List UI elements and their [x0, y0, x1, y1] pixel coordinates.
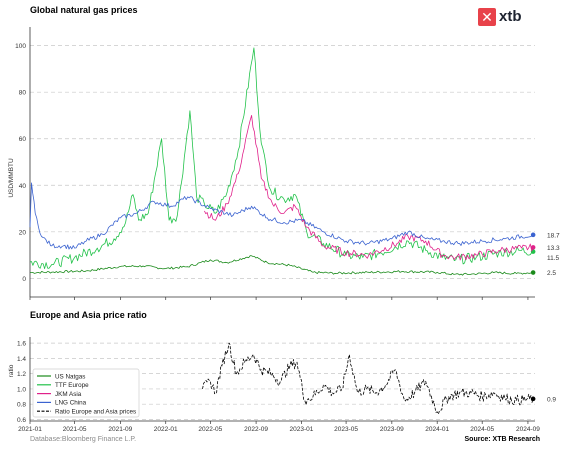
y-tick-label: 1.6 [17, 341, 26, 348]
series-line-lng-china [29, 182, 534, 250]
x-tick-label: 2021-01 [18, 426, 42, 433]
x-tick-label: 2021-09 [108, 426, 132, 433]
y-tick-label: 20 [19, 229, 27, 236]
source-database: Database:Bloomberg Finance L.P. [30, 436, 137, 443]
series-end-marker [530, 232, 536, 238]
logo-mark-icon: ✕ [478, 8, 496, 26]
xtb-logo: ✕ xtb [478, 8, 534, 26]
legend-label: LNG China [55, 400, 87, 407]
series-end-marker [530, 396, 536, 402]
x-tick-label: 2023-09 [380, 426, 404, 433]
series-end-marker [530, 245, 536, 250]
x-tick-label: 2022-09 [244, 426, 268, 433]
legend-label: TTF Europe [55, 382, 89, 389]
series-line-ttf-europe [29, 47, 534, 270]
series-line-us-natgas [30, 255, 534, 276]
y-tick-label: 0 [22, 276, 26, 283]
x-tick-label: 2023-05 [334, 426, 358, 433]
legend-label: US Natgas [55, 373, 85, 380]
x-tick-label: 2024-01 [425, 426, 449, 433]
y-tick-label: 100 [15, 43, 26, 50]
y-tick-label: 40 [19, 183, 27, 190]
source-credit: Source: XTB Research [464, 436, 540, 443]
x-tick-label: 2024-09 [516, 426, 540, 433]
series-end-marker [530, 270, 536, 275]
top-chart-area: 0 20 40 60 80 100 18.7 13.3 11.5 2.5 [15, 27, 560, 300]
y-tick-label: 80 [19, 90, 27, 97]
x-tick-label: 2022-05 [198, 426, 222, 433]
legend-box [32, 368, 140, 418]
x-tick-label: 2023-01 [290, 426, 314, 433]
x-tick-label: 2021-05 [63, 426, 87, 433]
y-tick-label: 1.0 [17, 386, 26, 393]
end-value-label: 18.7 [547, 232, 560, 239]
chart-title-top: Global natural gas prices [30, 5, 138, 15]
series-line-jkm-asia [204, 115, 534, 261]
x-tick-label: 2022-01 [154, 426, 178, 433]
x-tick-label: 2024-05 [470, 426, 494, 433]
end-value-label: 11.5 [547, 255, 560, 262]
y-tick-label: 0.8 [17, 402, 26, 409]
legend-label: Ratio Europe and Asia prices [55, 409, 136, 416]
series-line-ratio-europe-and-asia-prices [202, 342, 534, 415]
legend-label: JKM Asia [55, 391, 82, 398]
y-tick-label: 0.6 [17, 417, 26, 424]
end-value-label: 0.9 [547, 396, 556, 403]
chart-title-bottom: Europe and Asia price ratio [30, 310, 147, 320]
y-axis-label-bottom: ratio [8, 364, 15, 377]
legend: US Natgas TTF Europe JKM Asia LNG China Rati… [32, 368, 140, 418]
y-tick-label: 60 [19, 136, 27, 143]
y-tick-label: 1.4 [17, 356, 26, 363]
end-value-label: 2.5 [547, 270, 556, 277]
y-tick-label: 1.2 [17, 371, 26, 378]
y-axis-label-top: USD/MMBTU [8, 158, 15, 198]
logo-text: xtb [499, 8, 522, 25]
end-value-label: 13.3 [547, 245, 560, 252]
